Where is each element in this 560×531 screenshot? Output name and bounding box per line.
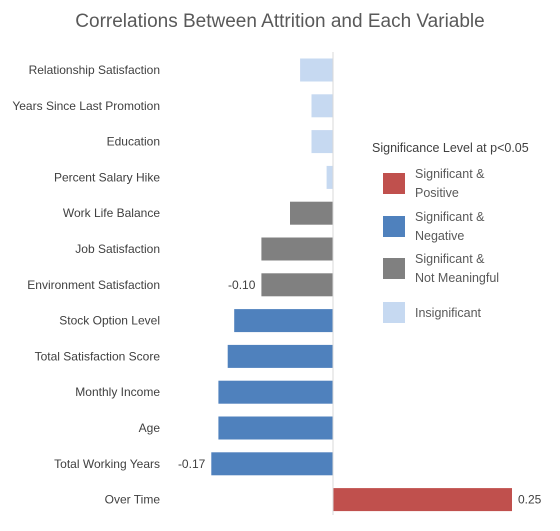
legend-title: Significance Level at p<0.05 (372, 141, 529, 155)
legend-label: Significant & (415, 210, 485, 224)
bar-total-satisfaction-score (227, 344, 333, 368)
legend-label: Negative (415, 229, 464, 243)
legend-swatch-sig-nm (383, 258, 405, 279)
data-labels: -0.10 -0.17 0.25 (178, 278, 542, 507)
category-label: Job Satisfaction (75, 242, 160, 256)
category-label: Environment Satisfaction (27, 278, 160, 292)
category-label: Education (107, 135, 160, 149)
legend-swatch-sig-neg (383, 216, 405, 237)
legend-swatch-insig (383, 302, 405, 323)
data-label: -0.17 (178, 457, 206, 471)
bar-work-life-balance (290, 201, 333, 225)
category-label: Percent Salary Hike (54, 170, 160, 184)
bar-over-time (333, 488, 512, 512)
bar-stock-option-level (234, 309, 333, 333)
legend-swatch-sig-pos (383, 173, 405, 194)
category-label: Relationship Satisfaction (29, 63, 160, 77)
category-label: Years Since Last Promotion (12, 99, 160, 113)
legend: Significance Level at p<0.05 Significant… (372, 141, 529, 323)
bars-group (211, 58, 512, 512)
category-labels: Relationship Satisfaction Years Since Las… (12, 63, 160, 507)
bar-years-since-last-promotion (311, 94, 333, 118)
legend-label: Positive (415, 186, 459, 200)
chart-title: Correlations Between Attrition and Each … (75, 11, 484, 32)
category-label: Stock Option Level (59, 314, 160, 328)
bar-education (311, 130, 333, 154)
bar-percent-salary-hike (326, 165, 333, 189)
bar-monthly-income (218, 380, 333, 404)
category-label: Age (139, 421, 161, 435)
data-label: 0.25 (518, 493, 542, 507)
category-label: Work Life Balance (63, 206, 160, 220)
bar-total-working-years (211, 452, 333, 476)
legend-label: Significant & (415, 167, 485, 181)
category-label: Monthly Income (75, 385, 160, 399)
data-label: -0.10 (228, 278, 256, 292)
legend-label: Insignificant (415, 306, 482, 320)
bar-job-satisfaction (261, 237, 333, 261)
bar-relationship-satisfaction (300, 58, 333, 82)
category-label: Total Working Years (54, 457, 160, 471)
legend-label: Not Meaningful (415, 271, 499, 285)
bar-environment-satisfaction (261, 273, 333, 297)
legend-label: Significant & (415, 252, 485, 266)
category-label: Over Time (105, 493, 161, 507)
category-label: Total Satisfaction Score (35, 349, 161, 363)
bar-age (218, 416, 333, 440)
